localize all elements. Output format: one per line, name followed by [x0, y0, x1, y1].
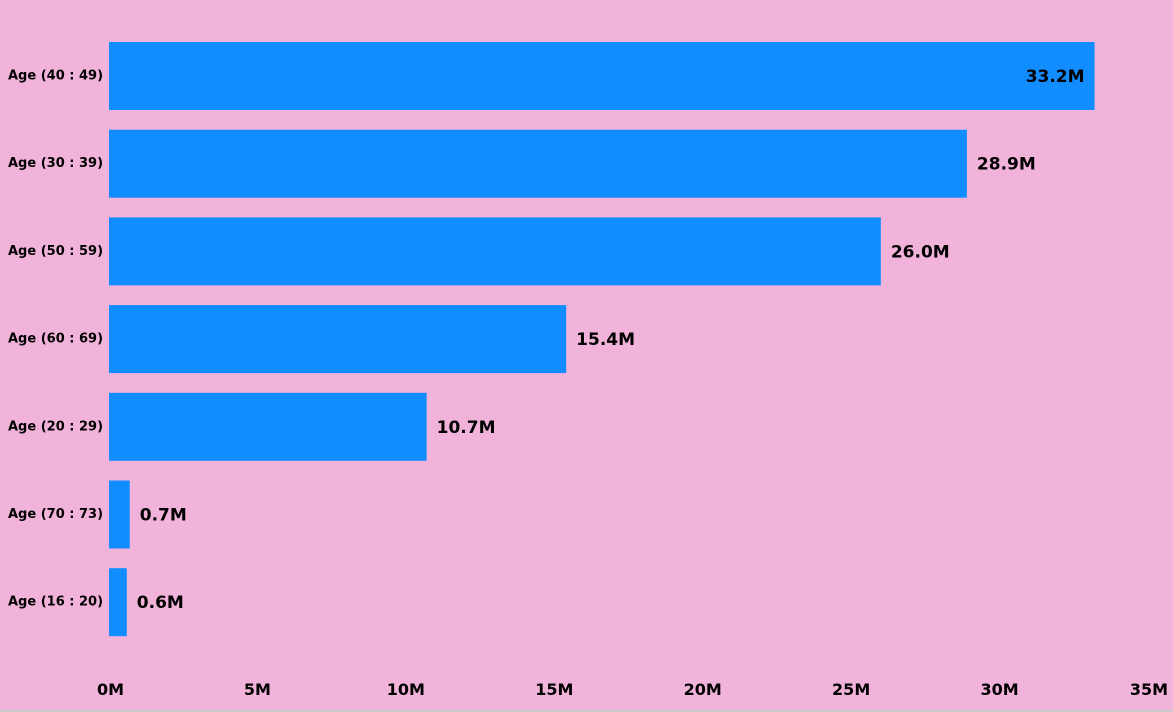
bottom-divider — [0, 710, 1173, 712]
data-label-0: 33.2M — [1026, 67, 1085, 87]
category-label-2: Age (50 : 59) — [8, 244, 103, 259]
bar-6[interactable] — [109, 568, 127, 637]
category-label-1: Age (30 : 39) — [8, 156, 103, 171]
x-tick-label-2: 10M — [387, 680, 425, 699]
category-label-0: Age (40 : 49) — [8, 69, 103, 84]
x-axis-tick-labels: 0M 5M 10M 15M 20M 25M 30M 35M — [97, 680, 1168, 699]
category-labels: Age (40 : 49) Age (30 : 39) Age (50 : 59) A… — [8, 69, 103, 610]
bar-2[interactable] — [109, 217, 881, 286]
x-tick-label-0: 0M — [97, 680, 124, 699]
category-label-5: Age (70 : 73) — [8, 507, 103, 522]
category-label-6: Age (16 : 20) — [8, 595, 103, 610]
x-tick-label-7: 35M — [1130, 680, 1168, 699]
x-tick-label-1: 5M — [244, 680, 271, 699]
bar-0[interactable] — [109, 42, 1095, 110]
category-label-4: Age (20 : 29) — [8, 419, 103, 434]
data-label-6: 0.6M — [137, 593, 184, 613]
data-label-4: 10.7M — [437, 418, 496, 438]
bar-1[interactable] — [109, 129, 967, 198]
bars-group — [109, 42, 1095, 637]
bar-5[interactable] — [109, 480, 130, 549]
x-tick-label-4: 20M — [684, 680, 722, 699]
data-labels: 33.2M 28.9M 26.0M 15.4M 10.7M 0.7M 0.6M — [137, 67, 1085, 613]
data-label-2: 26.0M — [891, 242, 950, 262]
x-tick-label-5: 25M — [832, 680, 870, 699]
data-label-3: 15.4M — [576, 330, 635, 350]
x-tick-label-6: 30M — [980, 680, 1018, 699]
category-label-3: Age (60 : 69) — [8, 332, 103, 347]
x-tick-label-3: 15M — [535, 680, 573, 699]
bar-3[interactable] — [109, 305, 567, 374]
data-label-5: 0.7M — [140, 506, 187, 526]
bar-4[interactable] — [109, 392, 427, 461]
data-label-1: 28.9M — [977, 155, 1036, 175]
